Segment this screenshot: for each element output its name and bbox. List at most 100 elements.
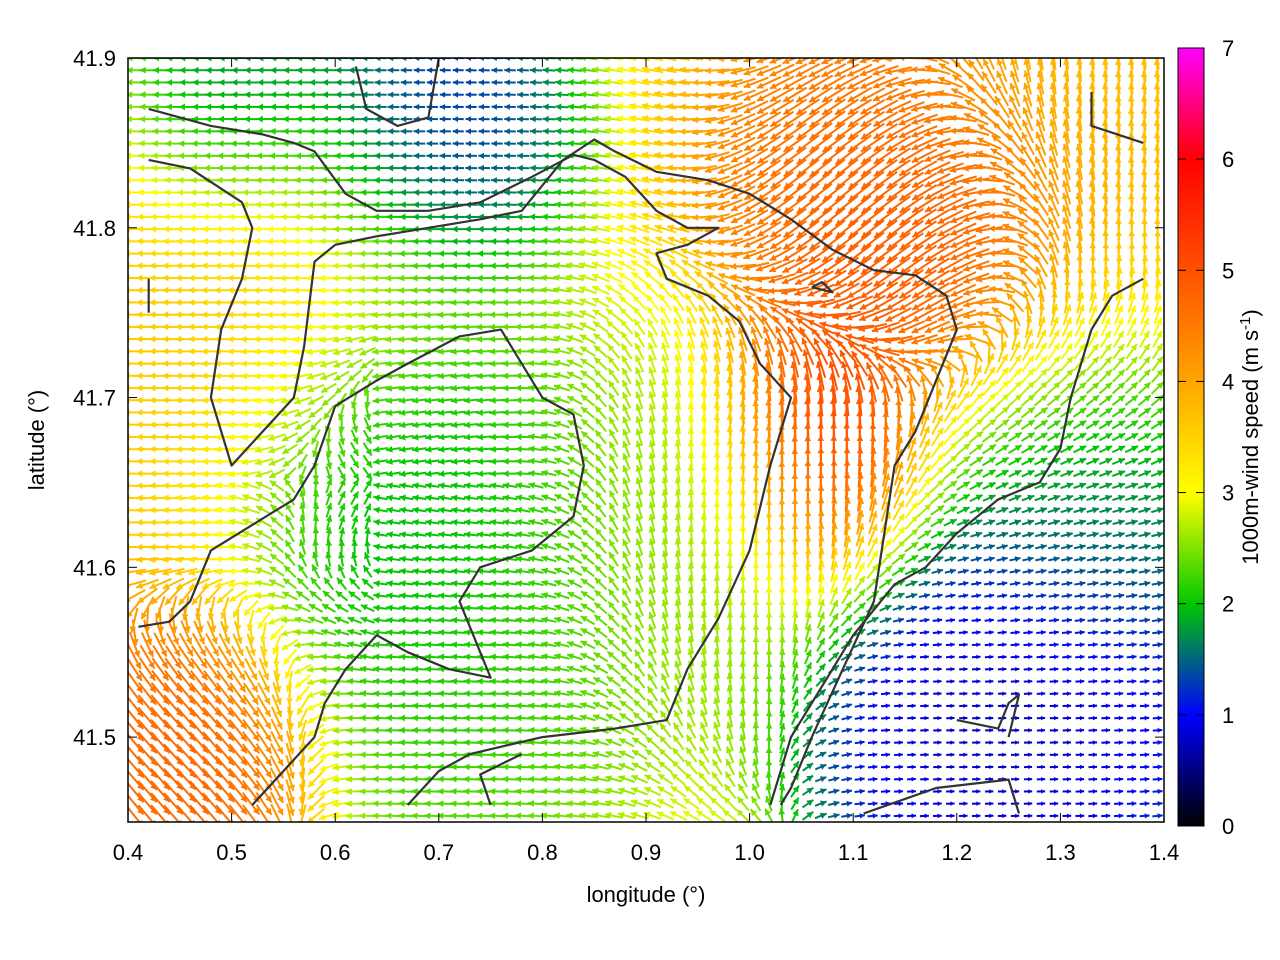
wind-arrow [946,752,955,757]
wind-arrow [726,697,733,715]
wind-arrow [998,752,1007,757]
wind-arrow [633,686,646,701]
wind-arrow [1139,752,1150,758]
wind-arrow [257,670,271,693]
wind-arrow [1114,764,1124,770]
wind-arrow [958,813,968,819]
wind-arrow [659,710,672,726]
wind-arrow [463,702,479,710]
wind-arrow [672,722,684,739]
wind-arrow [1127,703,1137,709]
wind-arrow [579,800,597,807]
wind-arrow [450,690,466,697]
wind-arrow [1139,788,1150,794]
wind-arrow [307,782,325,800]
wind-arrow [631,749,648,761]
wind-arrow [592,714,609,722]
wind-arrow [1088,789,1098,794]
wind-arrow [841,752,853,758]
wind-arrow [540,739,557,746]
wind-arrow [1023,679,1033,684]
wind-arrow [867,740,878,745]
wind-arrow [739,746,747,764]
wind-arrow [606,675,621,688]
wind-arrow [630,787,649,796]
wind-arrow [307,746,325,763]
wind-arrow [985,715,994,721]
wind-arrow [656,811,675,821]
wind-arrow [933,776,942,782]
wind-arrow [579,738,596,746]
wind-arrow [286,718,295,743]
wind-arrow [566,800,584,807]
wind-arrow [1010,691,1020,696]
wind-arrow [1062,728,1072,733]
wind-arrow [1088,691,1098,696]
wind-arrow [1036,813,1046,819]
wind-arrow [1101,776,1111,782]
wind-arrow [298,767,306,791]
wind-arrow [1101,764,1111,770]
wind-arrow [803,687,813,701]
wind-arrow [854,813,866,819]
wind-arrow [671,747,685,763]
wind-arrow [592,750,609,758]
wind-arrow [643,799,662,809]
wind-arrow [255,743,273,767]
wind-arrow [893,801,904,807]
wind-arrow [1088,764,1098,770]
wind-arrow [617,799,636,808]
wind-arrow [605,775,623,783]
wind-arrow [128,670,144,694]
wind-arrow [959,679,968,684]
wind-arrow [285,730,295,755]
wind-arrow [1088,740,1098,745]
wind-arrow [618,762,635,772]
wind-arrow [1101,789,1111,794]
wind-arrow [645,736,660,750]
wind-arrow [385,714,402,722]
wind-arrow [619,687,634,700]
wind-arrow [298,755,306,779]
wind-arrow [398,739,415,746]
wind-arrow [1049,715,1059,721]
wind-arrow [592,738,609,746]
wind-arrow [933,703,942,709]
wind-arrow [553,787,571,795]
wind-arrow [566,763,584,771]
wind-arrow [579,689,596,698]
wind-arrow [752,746,760,764]
wind-arrow [411,702,428,710]
wind-arrow [592,775,610,783]
wind-arrow [959,764,968,770]
wind-arrow [270,730,284,755]
wind-arrow [841,690,853,697]
wind-arrow [920,740,929,745]
wind-arrow [828,715,840,722]
wind-arrow [985,691,994,696]
wind-arrow [1127,764,1137,770]
wind-arrow [867,813,878,819]
wind-arrow [318,799,339,809]
wind-arrow [255,731,273,755]
wind-arrow [880,703,891,709]
wind-arrow [385,677,402,685]
wind-arrow [411,739,428,746]
wind-arrow [659,722,672,738]
wind-arrow [880,752,891,758]
wind-arrow [893,813,904,819]
wind-arrow [828,788,840,795]
wind-arrow [307,735,325,751]
wind-arrow [424,690,440,697]
wind-arrow [553,738,570,746]
wind-arrow [1075,740,1085,745]
wind-arrow [919,813,929,819]
wind-arrow [502,702,518,710]
wind-arrow [920,691,929,696]
wind-arrow [723,796,738,811]
wind-arrow [332,776,352,783]
wind-arrow [933,764,942,770]
wind-arrow [437,739,454,746]
wind-arrow [359,690,376,697]
wind-arrow [527,739,544,746]
